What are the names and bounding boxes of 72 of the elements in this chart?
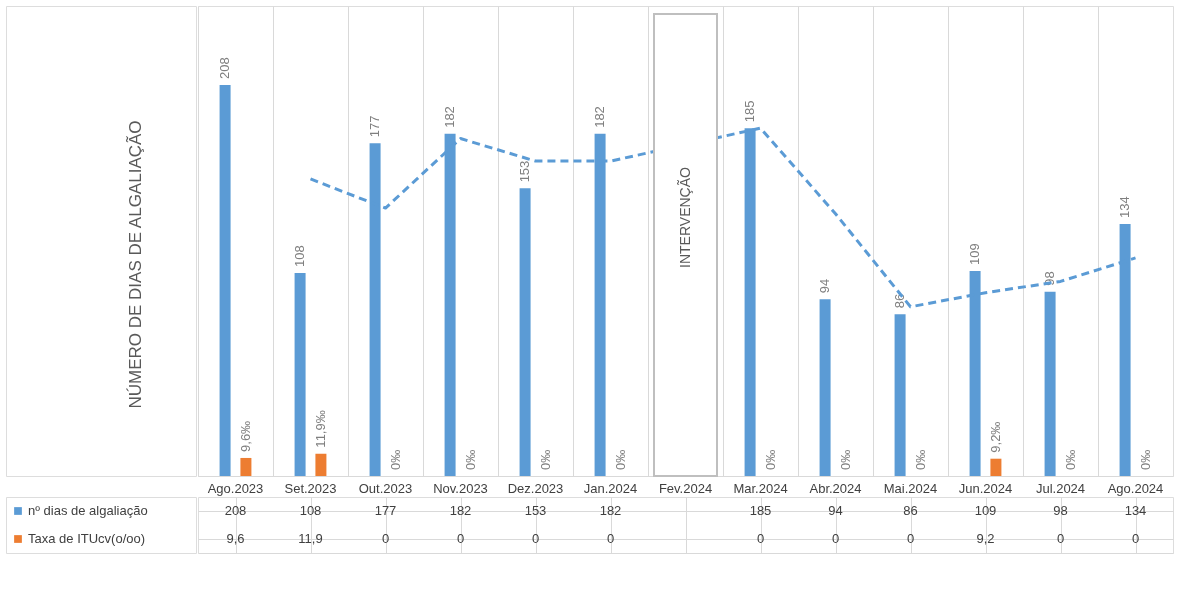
bar	[894, 314, 906, 476]
x-tick-label: Mai.2024	[883, 480, 938, 496]
text: 9,2	[976, 531, 995, 546]
data-label: 0‰	[612, 449, 628, 470]
band-label: INTERVENÇÃO	[676, 166, 693, 268]
x-tick-label: Nov.2023	[433, 480, 488, 496]
data-label: 0‰	[837, 449, 853, 470]
text: 0	[531, 531, 540, 546]
bar	[990, 458, 1002, 476]
annotation: 177	[367, 115, 383, 138]
bar	[819, 299, 831, 476]
x-tick-label: Out.2023	[358, 480, 413, 496]
bar	[240, 457, 252, 476]
text: 0	[1056, 531, 1065, 546]
data-label: 0‰	[387, 449, 403, 470]
annotation: 185	[742, 100, 758, 123]
annotation: 109	[967, 243, 983, 266]
data-label: 0‰	[462, 449, 478, 470]
x-tick-label: Ago.2024	[1107, 480, 1164, 496]
data-label: 11,9‰	[312, 410, 328, 448]
x-tick-label: Fev.2024	[658, 480, 713, 496]
y-axis-title: NÚMERO DE DIAS DE ALGALIAÇÃO	[126, 120, 145, 409]
annotation: 134	[1117, 196, 1133, 219]
data-label: 0‰	[1062, 449, 1078, 470]
data-label: 0‰	[912, 449, 928, 470]
text: 0	[381, 531, 390, 546]
data-label: 0‰	[537, 449, 553, 470]
data-label: 94	[828, 503, 843, 518]
x-tick-label: Ago.2023	[207, 480, 264, 496]
data-label: 9,2‰	[987, 421, 1003, 453]
annotation: 182	[442, 106, 458, 128]
data-label: 0‰	[1137, 449, 1153, 470]
legend-label: nº dias de algaliação	[28, 503, 148, 518]
bar	[315, 453, 327, 476]
x-tick-label: Mar.2024	[733, 480, 788, 496]
annotation: 153	[517, 160, 533, 183]
x-tick-label: Abr.2024	[809, 480, 862, 496]
data-label: 134	[1124, 503, 1147, 518]
data-label: 208	[224, 503, 247, 518]
data-label: 108	[299, 503, 322, 518]
text: 0	[756, 531, 765, 546]
text: 0	[606, 531, 615, 546]
annotation: 208	[217, 57, 233, 79]
data-label: 98	[1053, 503, 1068, 518]
bar	[294, 272, 306, 476]
bar	[1044, 291, 1056, 476]
legend-label: Taxa de ITUcv(o/oo)	[28, 531, 146, 546]
text: 0	[831, 531, 840, 546]
annotation: 94	[817, 278, 833, 294]
bar	[219, 84, 231, 476]
x-tick-label: Jun.2024	[958, 480, 1013, 496]
data-label: 182	[449, 503, 472, 518]
data-label: 109	[974, 503, 997, 518]
x-tick-label: Jan.2024	[583, 480, 638, 496]
x-tick-label: Set.2023	[284, 480, 337, 496]
x-tick-label: Jul.2024	[1035, 480, 1086, 496]
x-tick-label: Dez.2023	[507, 480, 564, 496]
data-label: 177	[374, 503, 397, 518]
data-label: 86	[903, 503, 918, 518]
text: 0	[1131, 531, 1140, 546]
data-label: 153	[524, 503, 547, 518]
annotation: 182	[592, 106, 608, 128]
text: 9,6	[226, 531, 245, 546]
annotation: 108	[292, 245, 308, 267]
data-label: 0‰	[762, 449, 778, 470]
data-label: 185	[749, 503, 772, 518]
text: 0	[456, 531, 465, 546]
data-label: 182	[599, 503, 622, 518]
text: 11,9	[298, 531, 323, 546]
text: 0	[906, 531, 915, 546]
data-label: 9,6‰	[237, 420, 253, 452]
bar	[519, 188, 531, 476]
